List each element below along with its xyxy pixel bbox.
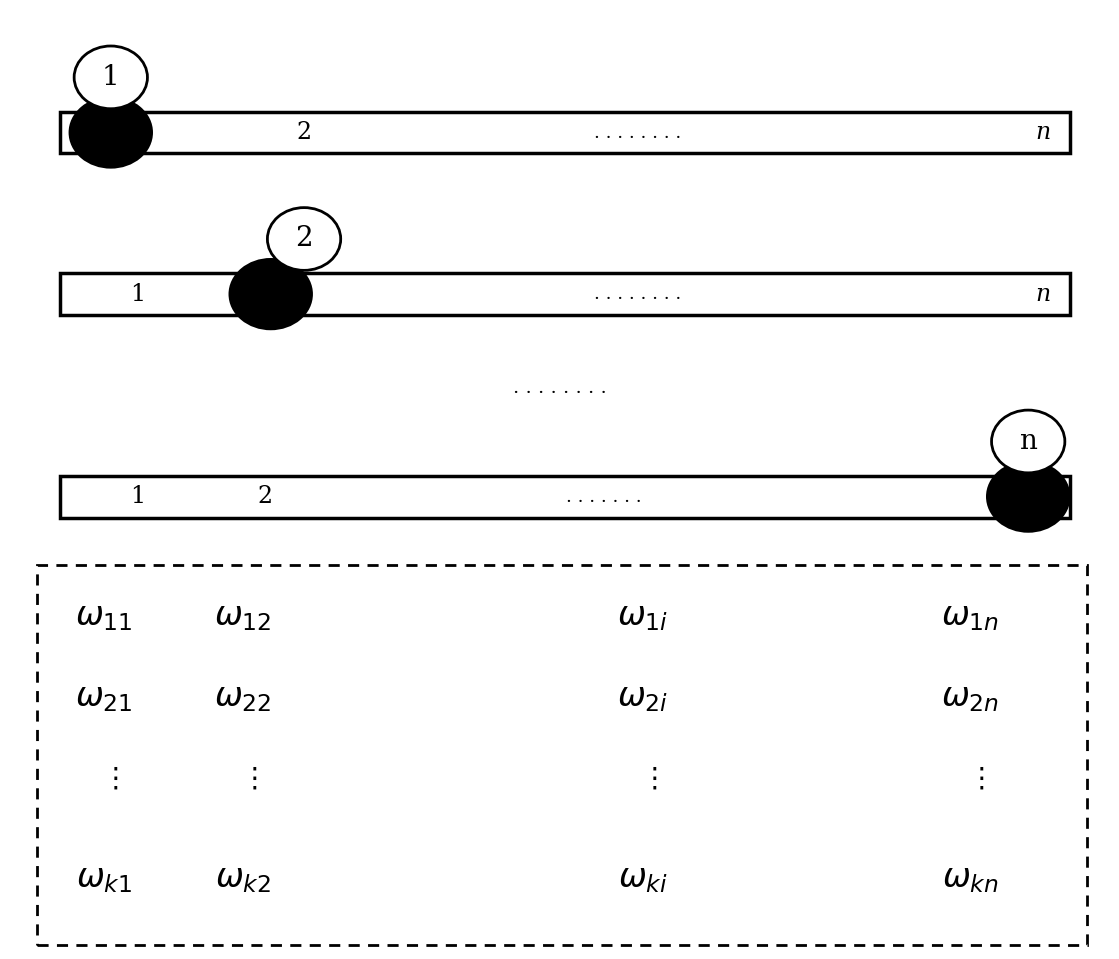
Text: $\vdots$: $\vdots$ [239, 765, 257, 792]
Text: 1: 1 [130, 283, 145, 306]
Text: 2: 2 [297, 121, 311, 144]
Circle shape [986, 460, 1071, 533]
Text: . . . . . . . .: . . . . . . . . [593, 124, 680, 142]
Text: $\boldsymbol{\omega_{ki}}$: $\boldsymbol{\omega_{ki}}$ [618, 863, 668, 895]
Bar [38, 565, 1087, 946]
Text: $\vdots$: $\vdots$ [967, 765, 985, 792]
Circle shape [228, 258, 313, 330]
Text: n: n [1035, 283, 1051, 306]
Text: 1: 1 [130, 485, 145, 508]
Text: 1: 1 [102, 64, 120, 91]
Text: $\boldsymbol{\omega_{2n}}$: $\boldsymbol{\omega_{2n}}$ [941, 682, 999, 714]
Text: n: n [1035, 121, 1051, 144]
Circle shape [68, 97, 153, 169]
Text: . . . . . . .: . . . . . . . [566, 487, 641, 505]
Text: $\vdots$: $\vdots$ [101, 765, 119, 792]
Text: $\boldsymbol{\omega_{11}}$: $\boldsymbol{\omega_{11}}$ [75, 601, 133, 633]
Bar [59, 111, 1071, 153]
Text: $\boldsymbol{\omega_{kn}}$: $\boldsymbol{\omega_{kn}}$ [942, 863, 999, 895]
Text: $\boldsymbol{\omega_{12}}$: $\boldsymbol{\omega_{12}}$ [214, 601, 272, 633]
Text: 2: 2 [257, 485, 273, 508]
Text: . . . . . . . .: . . . . . . . . [593, 285, 680, 303]
Circle shape [267, 207, 340, 270]
Circle shape [74, 46, 148, 108]
Text: 2: 2 [295, 225, 313, 252]
Text: $\boldsymbol{\omega_{21}}$: $\boldsymbol{\omega_{21}}$ [75, 682, 133, 714]
Text: $\boldsymbol{\omega_{k1}}$: $\boldsymbol{\omega_{k1}}$ [76, 863, 132, 895]
Text: $\boldsymbol{\omega_{22}}$: $\boldsymbol{\omega_{22}}$ [214, 682, 272, 714]
Text: n: n [1019, 428, 1037, 455]
Circle shape [991, 410, 1065, 473]
Text: $\boldsymbol{\omega_{1i}}$: $\boldsymbol{\omega_{1i}}$ [618, 601, 668, 633]
Text: $\vdots$: $\vdots$ [640, 765, 657, 792]
Bar [59, 273, 1071, 316]
Text: $\boldsymbol{\omega_{1n}}$: $\boldsymbol{\omega_{1n}}$ [941, 601, 999, 633]
Bar [59, 476, 1071, 518]
Text: $\boldsymbol{\omega_{2i}}$: $\boldsymbol{\omega_{2i}}$ [618, 682, 668, 714]
Text: $\boldsymbol{\omega_{k2}}$: $\boldsymbol{\omega_{k2}}$ [215, 863, 271, 895]
Text: . . . . . . . .: . . . . . . . . [513, 379, 606, 397]
